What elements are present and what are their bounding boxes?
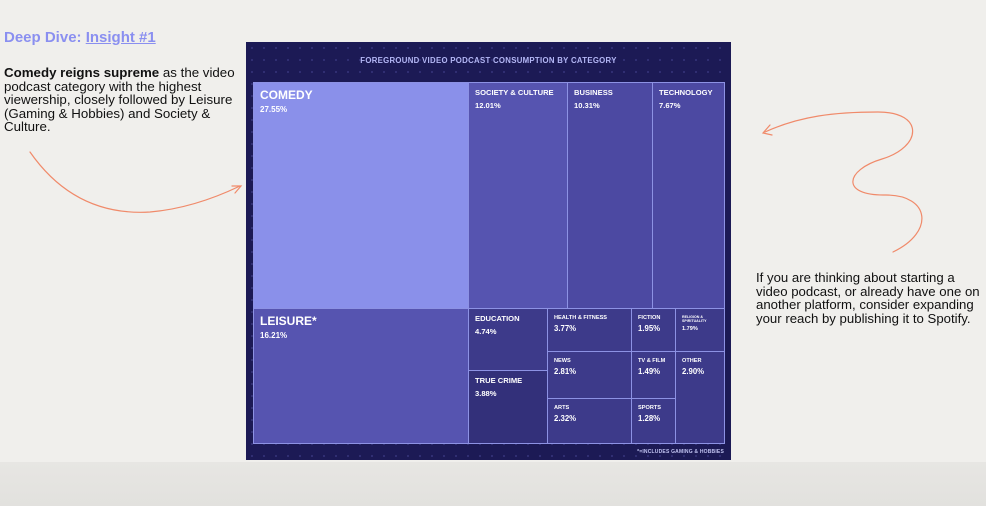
treemap-cell-sports: SPORTS 1.28%	[631, 398, 676, 444]
cell-value: 27.55%	[260, 104, 288, 114]
cell-value: 12.01%	[475, 100, 501, 110]
insight-link[interactable]: Insight #1	[85, 29, 156, 46]
cell-value: 1.95%	[638, 324, 661, 334]
treemap-cell-health: HEALTH & FITNESS 3.77%	[547, 308, 632, 352]
cell-value: 16.21%	[260, 330, 288, 340]
cell-label: RELIGION & SPIRITUALITY	[682, 315, 707, 324]
cell-value: 1.79%	[682, 325, 698, 332]
cell-label: BUSINESS	[574, 88, 613, 97]
cell-value: 2.81%	[554, 367, 577, 377]
chart-title: FOREGROUND VIDEO PODCAST CONSUMPTION BY …	[360, 56, 617, 65]
treemap-cell-comedy: COMEDY 27.55%	[253, 82, 469, 309]
cell-label: EDUCATION	[475, 314, 520, 323]
cell-value: 1.28%	[638, 414, 661, 424]
treemap-cell-religion: RELIGION & SPIRITUALITY 1.79%	[675, 308, 725, 352]
treemap-cell-arts: ARTS 2.32%	[547, 398, 632, 444]
cell-value: 2.32%	[554, 414, 577, 424]
cell-value: 3.88%	[475, 388, 497, 398]
cell-label: TRUE CRIME	[475, 376, 523, 385]
treemap-cell-true-crime: TRUE CRIME 3.88%	[468, 370, 548, 444]
cell-value: 4.74%	[475, 326, 497, 336]
slide-heading: Deep Dive: Insight #1	[4, 29, 156, 46]
treemap-cell-news: NEWS 2.81%	[547, 351, 632, 399]
cell-value: 7.67%	[659, 100, 681, 110]
right-arrow-head	[761, 124, 773, 136]
cell-label: OTHER	[682, 358, 702, 364]
treemap-cell-technology: TECHNOLOGY 7.67%	[652, 82, 725, 309]
treemap-cell-leisure: LEISURE* 16.21%	[253, 308, 469, 444]
cell-label: HEALTH & FITNESS	[554, 315, 608, 321]
treemap-cell-education: EDUCATION 4.74%	[468, 308, 548, 371]
cell-label: ARTS	[554, 405, 570, 411]
bottom-band	[0, 462, 986, 506]
treemap-cell-other: OTHER 2.90%	[675, 351, 725, 444]
cell-value: 1.49%	[638, 367, 661, 377]
cell-label: SPORTS	[638, 405, 662, 411]
left-arrow-head	[231, 185, 243, 194]
treemap-cell-society: SOCIETY & CULTURE 12.01%	[468, 82, 568, 309]
cell-label: TV & FILM	[638, 358, 666, 364]
cell-value: 3.77%	[554, 324, 577, 334]
left-annotation-body: as the video podcast category with the h…	[4, 65, 235, 135]
cell-value: 2.90%	[682, 367, 705, 377]
cell-label: FICTION	[638, 315, 661, 321]
treemap-chart: FOREGROUND VIDEO PODCAST CONSUMPTION BY …	[246, 42, 731, 460]
cell-label: NEWS	[554, 358, 571, 364]
left-annotation: Comedy reigns supreme as the video podca…	[4, 66, 244, 134]
cell-label: TECHNOLOGY	[659, 88, 713, 97]
cell-label: COMEDY	[260, 88, 313, 102]
chart-footnote: *=INCLUDES GAMING & HOBBIES	[637, 449, 724, 455]
treemap-cell-tvfilm: TV & FILM 1.49%	[631, 351, 676, 399]
cell-label: SOCIETY & CULTURE	[475, 88, 554, 97]
right-annotation: If you are thinking about starting a vid…	[756, 270, 980, 326]
right-arrow-scribble	[764, 111, 923, 253]
heading-prefix: Deep Dive:	[4, 29, 86, 46]
left-arrow-line	[29, 151, 241, 213]
left-annotation-bold: Comedy reigns supreme	[4, 65, 160, 80]
cell-label: LEISURE*	[260, 314, 317, 328]
cell-value: 10.31%	[574, 100, 600, 110]
